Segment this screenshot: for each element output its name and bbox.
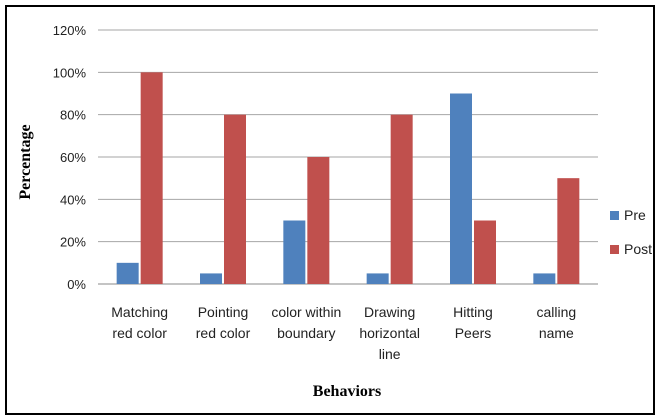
x-tick-labels: Matching red color Pointing red color color …: [111, 304, 576, 362]
legend-label-pre: Pre: [624, 207, 646, 223]
bar-pre: [200, 273, 222, 284]
bar-post: [140, 72, 163, 284]
y-tick-label: 60%: [60, 150, 86, 165]
gridlines: [98, 29, 598, 285]
bar-post: [224, 114, 246, 285]
legend-swatch-post: [610, 245, 619, 254]
y-tick-labels: 0% 20% 40% 60% 80% 100% 120%: [53, 23, 87, 292]
bar-post: [307, 157, 330, 284]
x-tick-label: red color: [112, 325, 167, 341]
bar-post: [557, 178, 580, 284]
y-tick-label: 40%: [60, 192, 86, 207]
x-tick-label: horizontal: [359, 325, 420, 341]
legend-swatch-pre: [610, 211, 619, 220]
legend: Pre Post: [610, 207, 652, 257]
x-tick-label: color within: [271, 304, 341, 320]
bars: [116, 72, 580, 285]
bar-post: [474, 220, 496, 284]
bar-pre: [283, 220, 306, 284]
bar-pre: [450, 93, 472, 284]
x-tick-label: Matching: [111, 304, 168, 320]
x-tick-label: boundary: [277, 325, 335, 341]
bar-pre: [533, 273, 556, 284]
bar-pre: [116, 262, 139, 284]
x-tick-label: Drawing: [364, 304, 415, 320]
chart-frame: [5, 5, 655, 415]
y-tick-label: 100%: [53, 65, 87, 80]
y-axis-title: Percentage: [17, 124, 34, 199]
y-tick-label: 0%: [67, 277, 86, 292]
x-tick-label: calling: [536, 304, 576, 320]
y-tick-label: 80%: [60, 108, 86, 123]
x-tick-label: red color: [196, 325, 251, 341]
x-tick-label: Peers: [455, 325, 492, 341]
x-tick-label: Pointing: [198, 304, 249, 320]
bar-pre: [366, 273, 389, 284]
x-axis-title: Behaviors: [313, 383, 381, 400]
bar-post: [390, 114, 413, 285]
y-tick-label: 20%: [60, 235, 86, 250]
y-tick-label: 120%: [53, 23, 87, 38]
legend-label-post: Post: [624, 241, 652, 257]
x-tick-label: Hitting: [453, 304, 493, 320]
x-tick-label: line: [379, 346, 401, 362]
x-tick-label: name: [539, 325, 574, 341]
chart: 0% 20% 40% 60% 80% 100% 120% Matching red color…: [17, 23, 652, 400]
